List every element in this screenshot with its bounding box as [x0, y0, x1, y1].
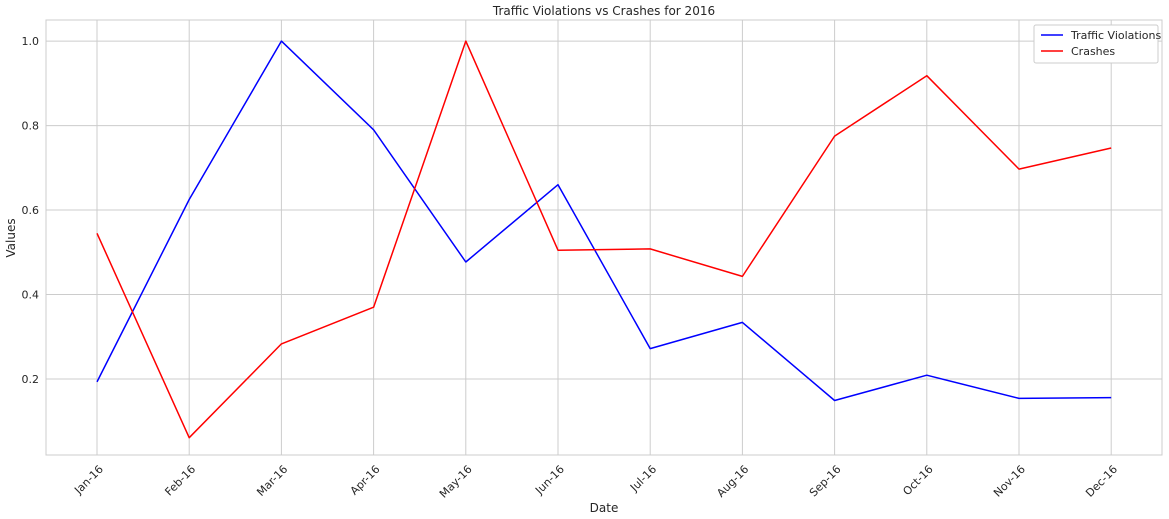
- x-tick-label: Mar-16: [254, 463, 290, 499]
- y-tick-label: 1.0: [22, 35, 40, 48]
- x-axis-ticks: Jan-16 Feb-16 Mar-16 Apr-16 May-16 Jun-16 Jul-…: [71, 463, 1120, 501]
- x-tick-label: Oct-16: [900, 463, 935, 498]
- chart-title: Traffic Violations vs Crashes for 2016: [492, 4, 715, 18]
- legend-box: [1033, 24, 1159, 64]
- series-line-crashes: [96, 40, 1112, 439]
- series-layer: [96, 40, 1112, 439]
- plot-frame: [45, 19, 1163, 456]
- grid-lines: [46, 20, 1162, 455]
- y-tick-label: 0.6: [22, 204, 40, 217]
- x-axis-label: Date: [590, 501, 619, 515]
- legend-label-crashes: Crashes: [1071, 45, 1115, 58]
- x-tick-label: Nov-16: [991, 463, 1028, 500]
- legend-label-traffic-violations: Traffic Violations: [1070, 29, 1161, 42]
- x-tick-label: Jun-16: [532, 463, 567, 498]
- x-tick-label: Apr-16: [348, 463, 383, 498]
- x-tick-label: May-16: [437, 463, 475, 501]
- x-tick-label: Dec-16: [1083, 463, 1120, 500]
- x-tick-label: Jul-16: [627, 463, 659, 495]
- legend: Traffic Violations Crashes: [1033, 24, 1161, 64]
- x-tick-label: Aug-16: [714, 463, 751, 500]
- x-tick-label: Feb-16: [162, 463, 198, 499]
- y-axis-ticks: 0.2 0.4 0.6 0.8 1.0: [22, 35, 40, 386]
- x-tick-label: Jan-16: [71, 463, 106, 498]
- y-tick-label: 0.2: [22, 373, 40, 386]
- x-tick-label: Sep-16: [807, 463, 844, 500]
- series-line-traffic-violations: [96, 40, 1112, 402]
- y-axis-label: Values: [4, 218, 18, 257]
- y-tick-label: 0.4: [22, 289, 40, 302]
- y-tick-label: 0.8: [22, 120, 40, 133]
